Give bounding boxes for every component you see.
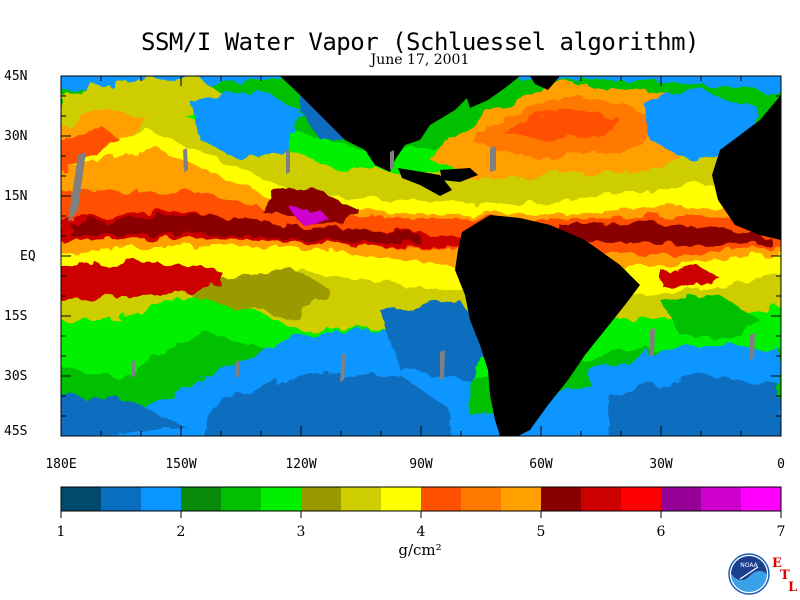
colorbar-swatch bbox=[741, 487, 782, 511]
colorbar-unit: g/cm² bbox=[398, 541, 442, 559]
lon-label: 120W bbox=[285, 457, 317, 472]
logo-letter-l: L bbox=[788, 580, 798, 595]
lon-label: 150W bbox=[165, 457, 197, 472]
colorbar-swatch bbox=[381, 487, 422, 511]
lon-label: 90W bbox=[409, 457, 433, 472]
colorbar-tick-label: 6 bbox=[656, 524, 666, 540]
colorbar-tick-label: 7 bbox=[776, 524, 786, 540]
colorbar-tick-label: 1 bbox=[56, 524, 66, 540]
colorbar-swatch bbox=[261, 487, 302, 511]
lat-label: 45N bbox=[4, 69, 28, 84]
colorbar-tick-label: 3 bbox=[296, 524, 306, 540]
colorbar-swatch bbox=[461, 487, 502, 511]
land-mask bbox=[280, 76, 781, 436]
colorbar-swatch bbox=[341, 487, 382, 511]
colorbar-swatch bbox=[621, 487, 662, 511]
colorbar-swatch bbox=[581, 487, 622, 511]
lon-label: 30W bbox=[649, 457, 673, 472]
logo-letter-t: T bbox=[780, 568, 790, 583]
lat-label: EQ bbox=[20, 249, 36, 264]
lon-label: 180E bbox=[45, 457, 77, 472]
colorbar-swatch bbox=[701, 487, 742, 511]
colorbar-swatch bbox=[181, 487, 222, 511]
missing-data-swaths bbox=[68, 146, 755, 382]
lat-label: 15N bbox=[4, 189, 28, 204]
colorbar-swatch bbox=[101, 487, 142, 511]
map-ticks bbox=[60, 75, 782, 437]
colorbar-swatch bbox=[501, 487, 542, 511]
colorbar-swatch bbox=[301, 487, 342, 511]
lon-label: 0 bbox=[777, 457, 785, 472]
lat-label: 15S bbox=[4, 309, 28, 324]
colorbar-tick-label: 4 bbox=[416, 524, 426, 540]
lat-label: 30N bbox=[4, 129, 28, 144]
noaa-logo: NOAA bbox=[728, 553, 770, 595]
colorbar-swatch bbox=[661, 487, 702, 511]
colorbar-tick-label: 2 bbox=[176, 524, 186, 540]
colorbar-swatch bbox=[221, 487, 262, 511]
map-date: June 17, 2001 bbox=[370, 52, 470, 68]
colorbar bbox=[60, 486, 782, 518]
colorbar-swatch bbox=[421, 487, 462, 511]
colorbar-swatch bbox=[141, 487, 182, 511]
logo-agency: NOAA bbox=[740, 562, 758, 569]
colorbar-swatch bbox=[61, 487, 102, 511]
map-title: SSM/I Water Vapor (Schluessel algorithm) bbox=[141, 28, 699, 56]
lon-label: 60W bbox=[529, 457, 553, 472]
lat-label: 30S bbox=[4, 369, 28, 384]
lat-label: 45S bbox=[4, 424, 28, 439]
colorbar-swatch bbox=[541, 487, 582, 511]
logo-letter-e: E bbox=[772, 556, 782, 571]
colorbar-tick-label: 5 bbox=[536, 524, 546, 540]
